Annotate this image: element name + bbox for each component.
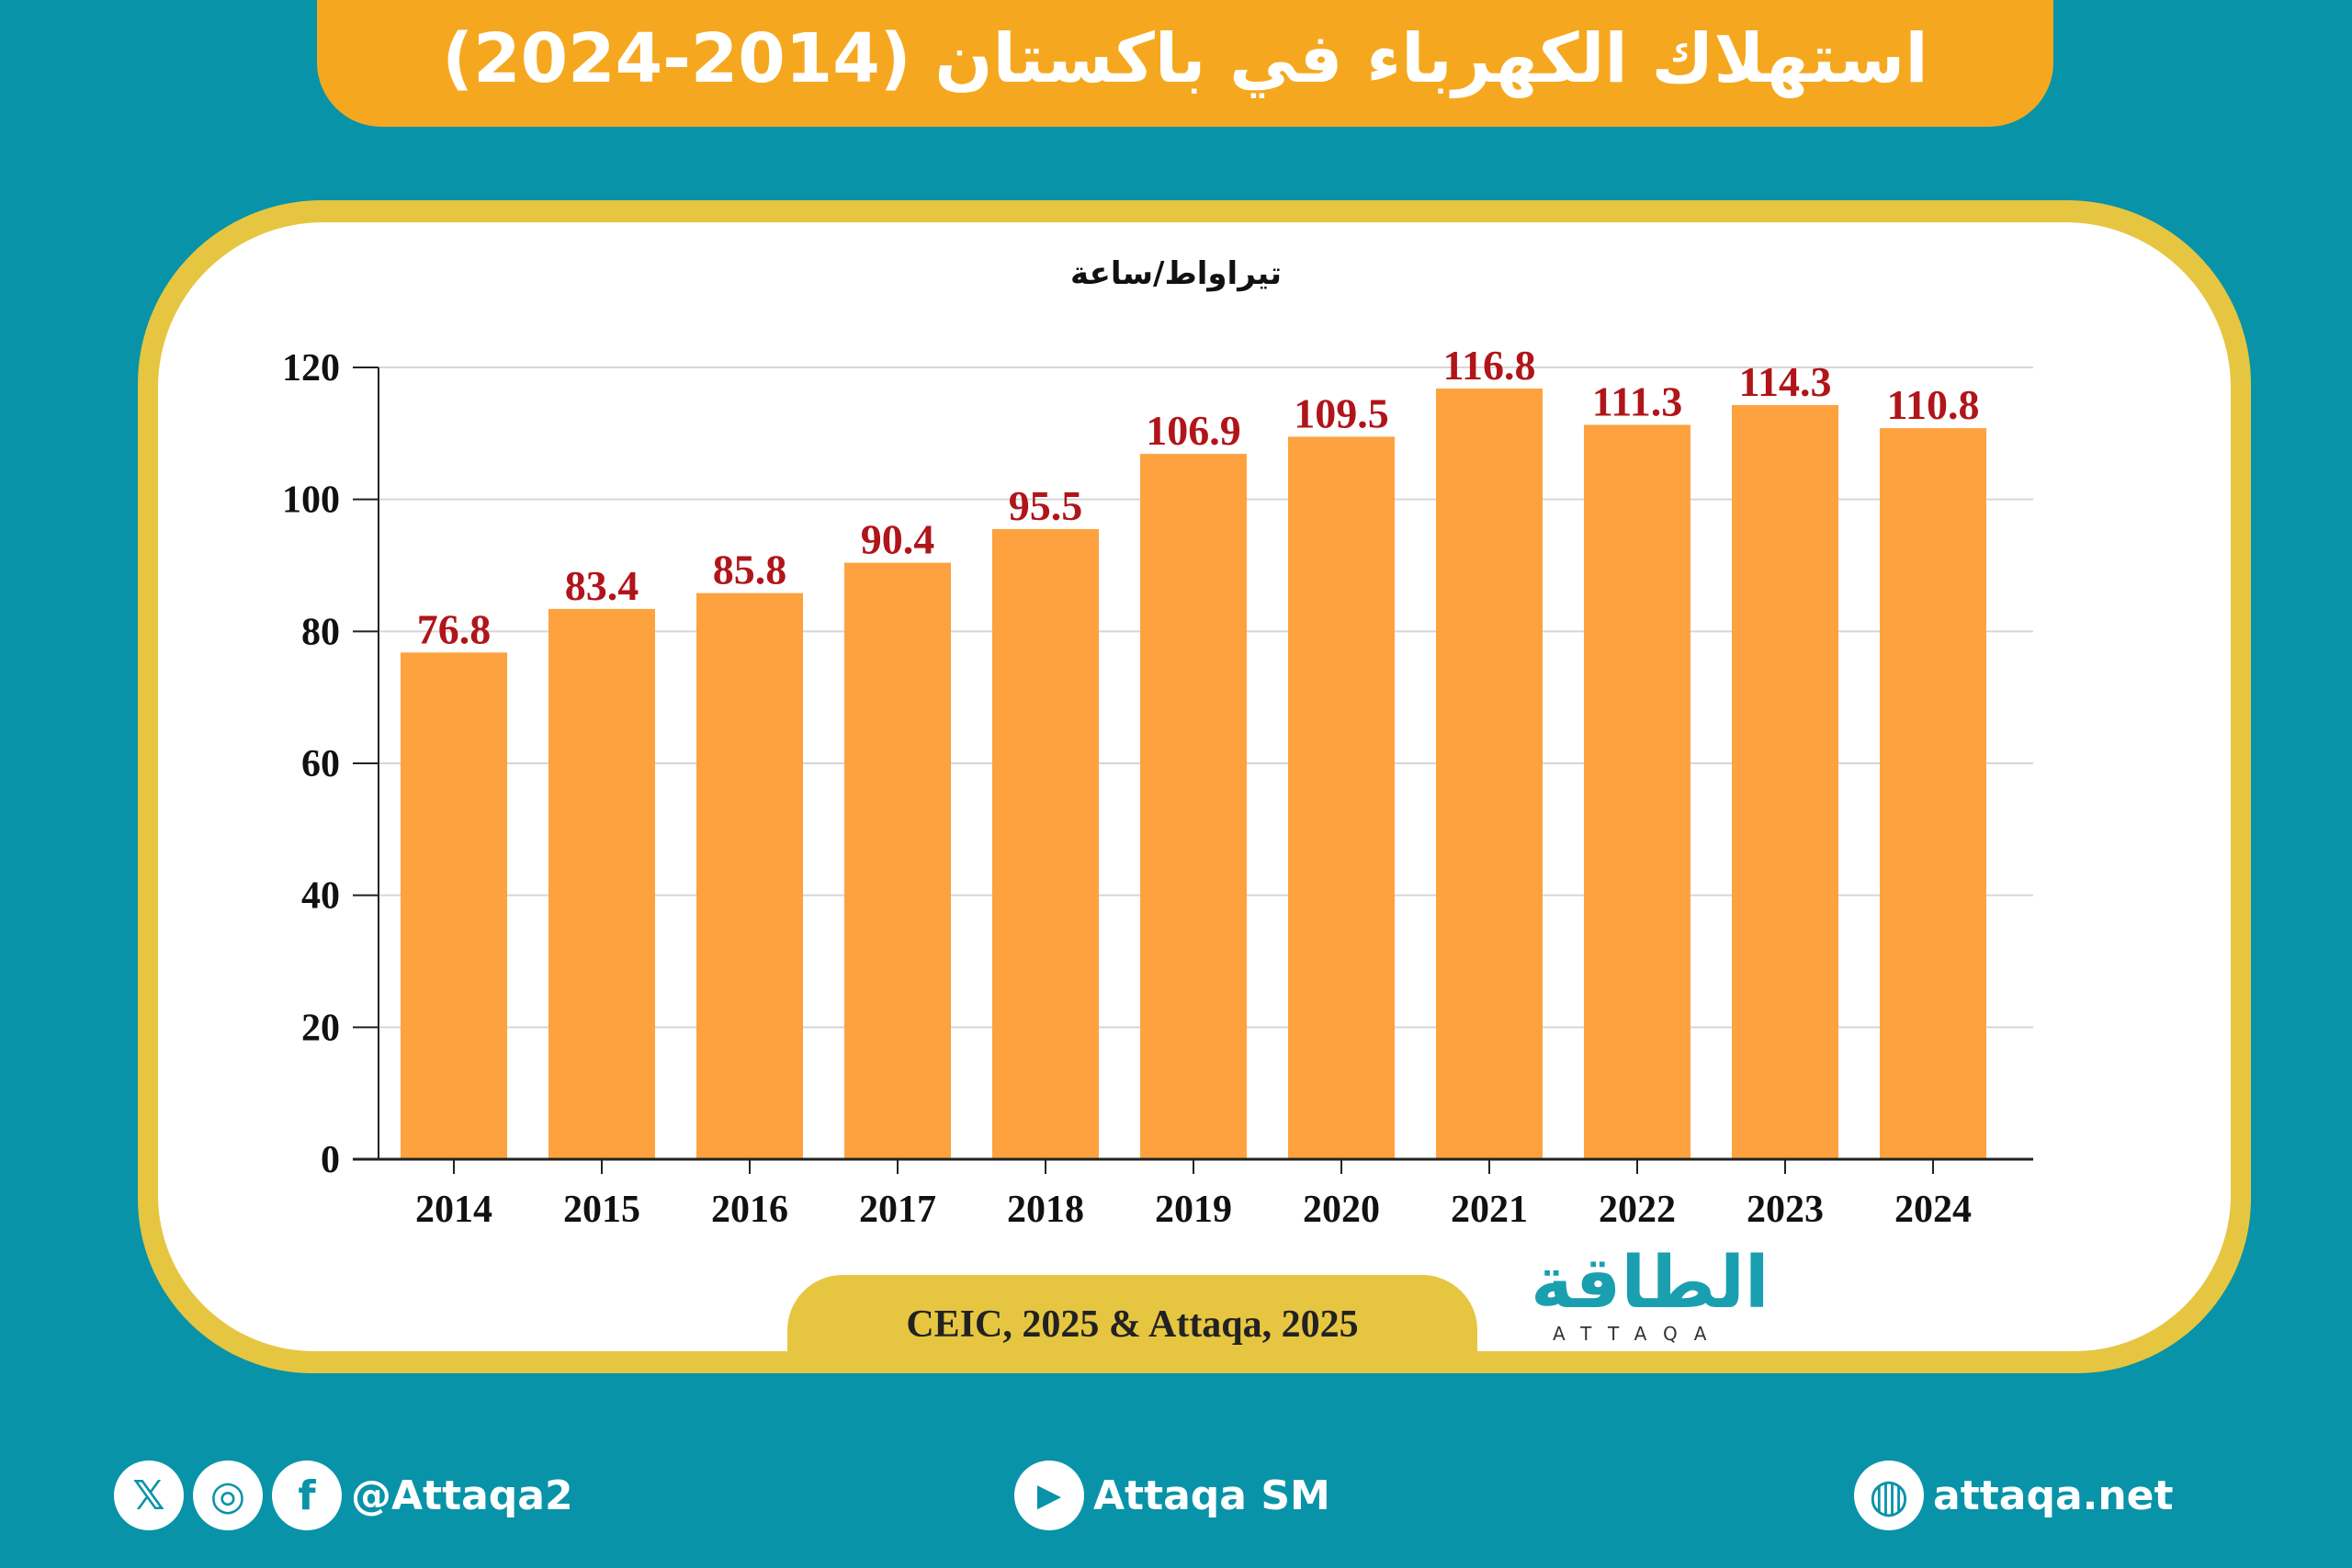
social-handle[interactable]: @Attaqa2 [351,1472,573,1519]
x-tick-label: 2021 [1451,1189,1528,1231]
logo-latin: ATTAQA [1553,1323,1724,1345]
source-text: CEIC, 2025 & Attaqa, 2025 [906,1303,1359,1346]
y-axis-unit-label: تيراواط/ساعة [1069,255,1282,292]
data-label: 111.3 [1592,378,1682,424]
x-tick-label: 2022 [1599,1189,1676,1231]
data-label: 90.4 [861,516,935,563]
bar-2022 [1584,424,1690,1159]
x-tick-label: 2014 [415,1189,492,1231]
data-label: 76.8 [417,605,492,652]
bar-2016 [696,592,803,1159]
source-box: CEIC, 2025 & Attaqa, 2025 [787,1275,1477,1373]
data-label: 85.8 [713,547,787,593]
y-tick-label: 40 [301,875,340,918]
bar-2021 [1436,388,1543,1159]
x-tick-label: 2019 [1155,1189,1232,1231]
data-label: 114.3 [1739,358,1832,405]
data-label: 95.5 [1009,482,1083,529]
website-link[interactable]: attaqa.net [1933,1472,2174,1519]
x-tick-label: 2020 [1303,1189,1380,1231]
bar-2023 [1732,404,1838,1159]
y-tick-label: 120 [282,347,340,389]
x-tick-label: 2015 [563,1189,640,1231]
bar-2014 [401,652,507,1159]
data-label: 109.5 [1294,389,1389,436]
instagram-icon[interactable]: ◎ [193,1461,263,1530]
x-tick-label: 2023 [1747,1189,1824,1231]
footer-social: 𝕏 ◎ f @Attaqa2 [114,1459,573,1532]
data-label: 116.8 [1443,342,1536,389]
bar-2019 [1140,454,1247,1159]
x-tick-label: 2017 [859,1189,936,1231]
bar-2024 [1880,428,1986,1159]
y-tick-label: 100 [282,479,340,522]
y-tick-label: 80 [301,611,340,653]
bar-2017 [844,562,951,1159]
attaqa-logo: الطاقة ATTAQA [1531,1242,1852,1348]
youtube-channel[interactable]: Attaqa SM [1093,1472,1330,1519]
footer-website: ◍ attaqa.net [1854,1459,2174,1532]
title-bar: استهلاك الكهرباء في باكستان (2014-2024) [317,0,2053,127]
globe-icon[interactable]: ◍ [1854,1461,1924,1530]
bar-2018 [992,528,1099,1159]
data-label: 106.9 [1146,407,1241,454]
chart-title: استهلاك الكهرباء في باكستان (2014-2024) [442,19,1928,98]
y-tick-label: 60 [301,743,340,785]
x-tick-label: 2024 [1894,1189,1972,1231]
facebook-icon[interactable]: f [272,1461,342,1530]
data-label: 83.4 [565,562,639,609]
bar-2015 [548,608,655,1159]
y-tick-label: 20 [301,1007,340,1049]
bar-2020 [1288,436,1395,1159]
data-label: 110.8 [1887,381,1980,428]
youtube-icon[interactable]: ▶ [1014,1461,1084,1530]
x-icon[interactable]: 𝕏 [114,1461,184,1530]
footer-youtube: ▶ Attaqa SM [1014,1459,1330,1532]
y-tick-label: 0 [321,1139,340,1181]
x-tick-label: 2018 [1007,1189,1084,1231]
logo-arabic: الطاقة [1531,1242,1770,1325]
x-tick-label: 2016 [711,1189,788,1231]
